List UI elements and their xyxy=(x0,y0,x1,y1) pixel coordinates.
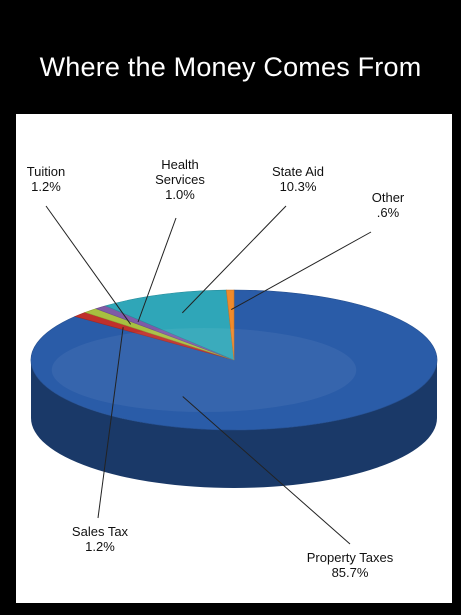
label-value-health-services: 1.0% xyxy=(165,187,195,202)
leader-line-other xyxy=(231,231,372,311)
label-value-state-aid: 10.3% xyxy=(280,179,317,194)
leader-line-sales-tax xyxy=(97,327,124,519)
label-name-property-taxes: Property Taxes xyxy=(307,550,394,565)
slice-other xyxy=(226,289,235,361)
leader-line-property-taxes xyxy=(182,396,351,545)
label-name-tuition: Tuition xyxy=(27,164,66,179)
label-value-sales-tax: 1.2% xyxy=(85,539,115,554)
label-name-other: Other xyxy=(372,190,405,205)
label-name-sales-tax: Sales Tax xyxy=(72,524,129,539)
chart-panel: Property Taxes 85.7% Sales Tax 1.2% Tuition 1… xyxy=(16,114,452,603)
label-value-other: .6% xyxy=(377,205,400,220)
slice-state-aid xyxy=(104,289,235,361)
label-value-property-taxes: 85.7% xyxy=(332,565,369,580)
chart-title: Where the Money Comes From xyxy=(39,52,422,82)
label-name-state-aid: State Aid xyxy=(272,164,324,179)
slice-side-property-taxes xyxy=(31,360,437,488)
label-name-health-services: Health xyxy=(161,157,199,172)
label-name-health-services: Services xyxy=(155,172,205,187)
leader-line-state-aid xyxy=(181,205,287,314)
pie-highlight xyxy=(51,328,357,412)
label-value-tuition: 1.2% xyxy=(31,179,61,194)
leader-line-tuition xyxy=(45,205,132,325)
leader-line-health-services xyxy=(137,217,177,323)
